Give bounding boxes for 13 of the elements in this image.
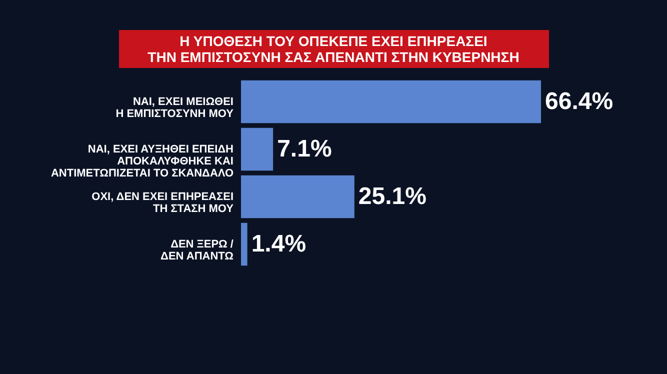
y-tick-label: ΔΕΝ ΞΕΡΩ / ΔΕΝ ΑΠΑΝΤΩ xyxy=(160,238,234,262)
bar xyxy=(241,128,274,171)
y-tick-label: ΝΑΙ, ΕΧΕΙ ΑΥΞΗΘΕΙ ΕΠΕΙΔΗ ΑΠΟΚΑΛΥΦΘΗΚΕ ΚΑΙ ΑΝΤΙΜΕΤΩΠΙΖΕΤΑΙ ΤΟ ΣΚΑΝΔΑΛΟ xyxy=(50,143,234,180)
bar xyxy=(241,222,248,266)
data-label: 1.4% xyxy=(251,230,306,258)
chart-title: Η ΥΠΟΘΕΣΗ ΤΟΥ ΟΠΕΚΕΠΕ ΕΧΕΙ ΕΠΗΡΕΑΣΕΙ ΤΗΝ ΕΜΠΙΣΤΟΣΥΝΗ ΣΑΣ ΑΠΕΝΑΝΤΙ ΣΤΗΝ ΚΥΒΕΡΝΗΣΗ xyxy=(118,30,548,68)
data-label: 66.4% xyxy=(545,88,614,115)
y-tick-label: ΟΧΙ, ΔΕΝ ΕΧΕΙ ΕΠΗΡΕΑΣΕΙ ΤΗ ΣΤΑΣΗ ΜΟΥ xyxy=(92,190,234,215)
data-label: 25.1% xyxy=(358,182,426,210)
bar xyxy=(241,175,354,218)
y-tick-label: ΝΑΙ, ΕΧΕΙ ΜΕΙΩΘΕΙ Η ΕΜΠΙΣΤΟΣΥΝΗ ΜΟΥ xyxy=(116,96,234,120)
bar xyxy=(241,80,541,124)
data-label: 7.1% xyxy=(277,135,332,162)
